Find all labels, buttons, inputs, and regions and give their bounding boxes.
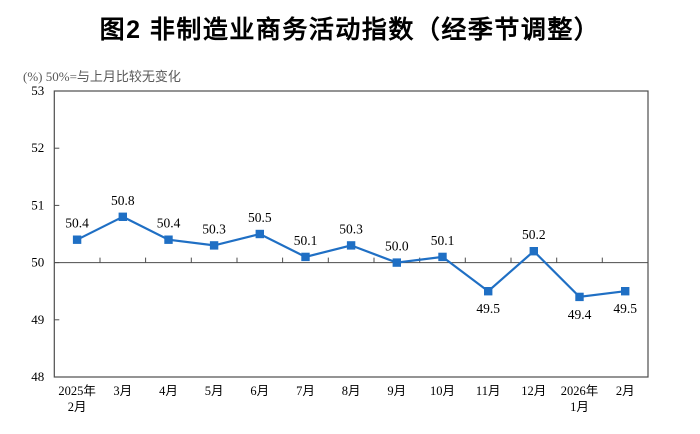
svg-text:50.0: 50.0 (385, 239, 409, 254)
svg-text:50.3: 50.3 (202, 221, 226, 236)
svg-text:2026年: 2026年 (561, 384, 599, 398)
svg-text:52: 52 (31, 140, 44, 155)
svg-text:50: 50 (31, 255, 44, 270)
svg-text:3月: 3月 (113, 384, 132, 398)
svg-text:1月: 1月 (570, 400, 589, 414)
svg-text:51: 51 (31, 197, 44, 212)
svg-text:50.1: 50.1 (431, 233, 455, 248)
svg-text:10月: 10月 (430, 384, 455, 398)
svg-text:49.5: 49.5 (476, 301, 500, 316)
svg-text:12月: 12月 (521, 384, 546, 398)
svg-text:50.8: 50.8 (111, 193, 135, 208)
svg-text:49: 49 (31, 312, 44, 327)
svg-text:50.4: 50.4 (65, 216, 89, 231)
svg-text:2月: 2月 (616, 384, 635, 398)
svg-text:50.5: 50.5 (248, 210, 272, 225)
svg-text:2月: 2月 (68, 400, 87, 414)
svg-text:48: 48 (31, 369, 44, 384)
svg-text:50.1: 50.1 (294, 233, 318, 248)
svg-text:8月: 8月 (342, 384, 361, 398)
svg-text:49.5: 49.5 (613, 301, 637, 316)
svg-text:50.4: 50.4 (157, 216, 181, 231)
svg-text:4月: 4月 (159, 384, 178, 398)
svg-text:2025年: 2025年 (58, 384, 96, 398)
svg-text:9月: 9月 (387, 384, 406, 398)
svg-text:50.3: 50.3 (339, 221, 363, 236)
svg-text:7月: 7月 (296, 384, 315, 398)
svg-text:53: 53 (31, 83, 44, 98)
svg-text:5月: 5月 (205, 384, 224, 398)
svg-text:11月: 11月 (476, 384, 501, 398)
svg-text:49.4: 49.4 (568, 307, 592, 322)
svg-text:6月: 6月 (250, 384, 269, 398)
svg-text:50.2: 50.2 (522, 227, 546, 242)
